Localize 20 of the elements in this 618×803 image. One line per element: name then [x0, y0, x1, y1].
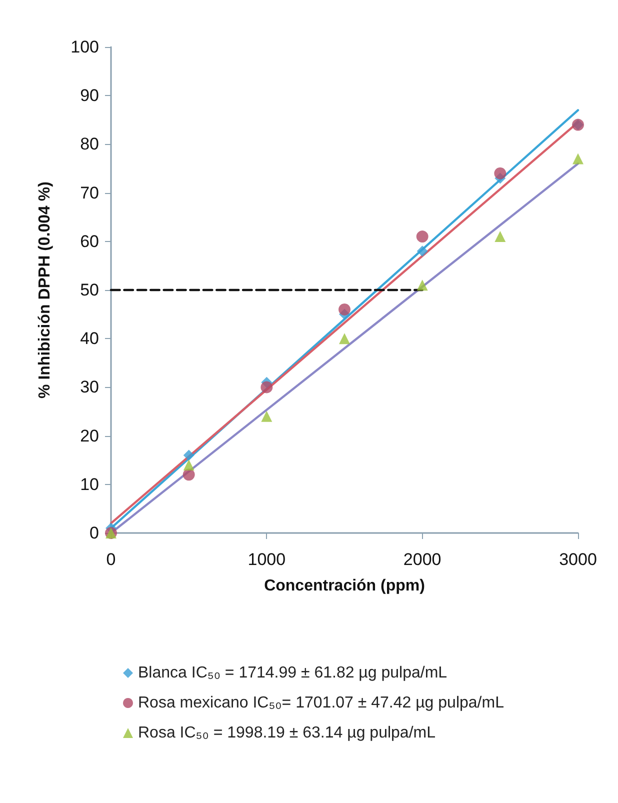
y-tick-label: 0	[90, 524, 99, 542]
legend-label: Blanca IC₅₀ = 1714.99 ± 61.82 µg pulpa/mL	[138, 664, 448, 682]
x-tick-label: 0	[106, 550, 116, 569]
x-axis-title: Concentración (ppm)	[264, 578, 425, 594]
y-tick-label: 100	[70, 38, 99, 56]
x-tick-label: 1000	[248, 550, 286, 569]
y-tick-label: 20	[80, 426, 99, 446]
y-tick-label: 30	[80, 378, 99, 397]
y-tick-label: 60	[80, 232, 99, 251]
y-tick-label: 10	[80, 474, 99, 494]
y-tick-label: 90	[80, 86, 99, 106]
x-tick-label: 3000	[559, 550, 597, 569]
y-tick-label: 70	[80, 183, 99, 202]
legend-label: Rosa mexicano IC₅₀= 1701.07 ± 47.42 µg pulpa/mL	[138, 694, 504, 712]
y-tick-label: 40	[80, 329, 99, 348]
y-tick-label: 80	[80, 134, 99, 154]
y-axis-title: % Inhibición DPPH (0.004 %)	[36, 182, 54, 398]
x-tick-label: 2000	[403, 550, 442, 569]
y-tick-label: 50	[80, 280, 99, 300]
legend-label: Rosa IC₅₀ = 1998.19 ± 63.14 µg pulpa/mL	[138, 724, 436, 742]
